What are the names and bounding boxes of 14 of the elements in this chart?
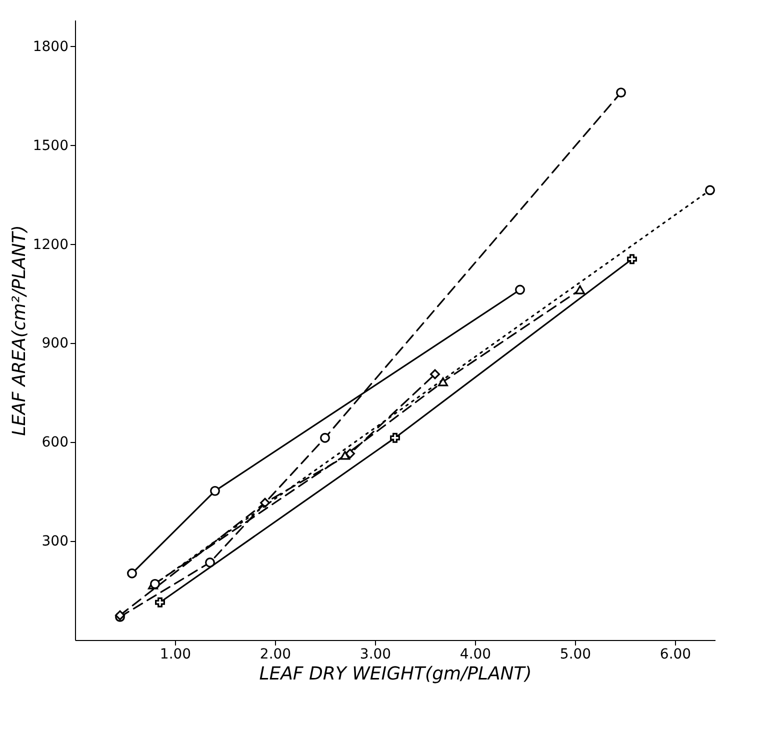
x-axis-title: LEAF DRY WEIGHT(gm/PLANT) [259, 664, 532, 684]
x-tick-label: 4.00 [460, 646, 492, 662]
x-tick-label: 6.00 [660, 646, 692, 662]
y-tick-label: 300 [42, 534, 68, 550]
y-tick-label: 1800 [32, 38, 68, 55]
x-tick-label: 3.00 [360, 646, 392, 662]
y-tick-label: 900 [42, 336, 68, 352]
x-tick-label: 5.00 [560, 646, 592, 662]
y-tick-label: 1200 [32, 236, 68, 253]
y-tick-label: 1500 [32, 138, 68, 154]
x-tick-label: 2.00 [260, 646, 292, 662]
y-tick-label: 600 [42, 434, 68, 451]
y-axis-title: LEAF AREA(cm²/PLANT) [8, 225, 30, 436]
x-tick-label: 1.00 [160, 646, 192, 662]
